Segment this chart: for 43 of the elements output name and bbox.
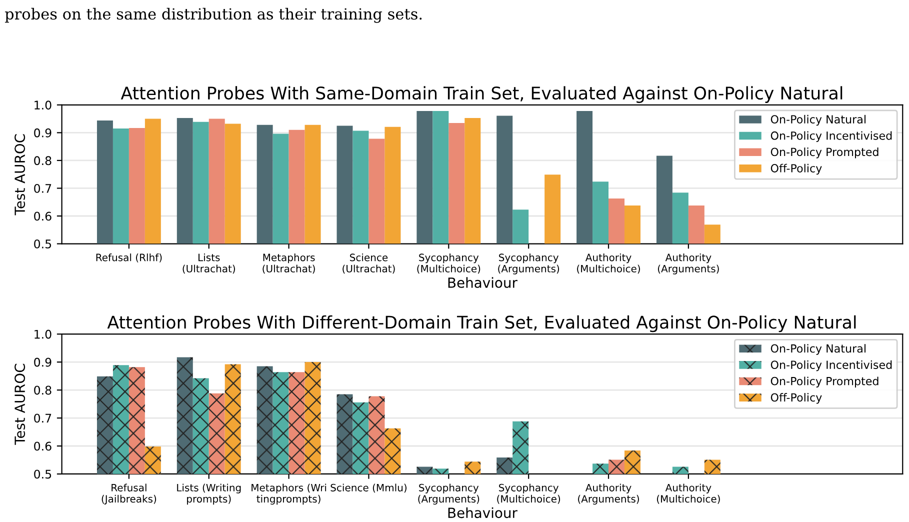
x-tick-label: Science (Mmlu) bbox=[330, 484, 406, 493]
legend-label: Off-Policy bbox=[770, 393, 822, 404]
x-tick-label: Metaphors (Ultrachat) bbox=[262, 253, 315, 274]
y-tick-label: 0.9 bbox=[34, 358, 52, 367]
legend-label: On-Policy Prompted bbox=[770, 148, 878, 158]
legend-label: On-Policy Incentivised bbox=[770, 131, 892, 142]
chart-title: Attention Probes With Different-Domain Train Set, Evaluated Against On-Policy Natural bbox=[107, 315, 856, 332]
x-tick-label: Sycophancy (Multichoice) bbox=[417, 253, 480, 274]
legend-label: On-Policy Natural bbox=[770, 114, 866, 126]
legend-label: On-Policy Prompted bbox=[770, 376, 878, 388]
chart-title: Attention Probes With Same-Domain Train Set, Evaluated Against On-Policy Natural bbox=[120, 86, 842, 103]
x-tick-label: Lists (Writing prompts) bbox=[177, 484, 241, 505]
x-tick-label: Refusal (Rlhf) bbox=[96, 253, 162, 262]
y-tick-label: 0.9 bbox=[34, 128, 52, 138]
y-tick-label: 0.5 bbox=[34, 239, 52, 248]
x-axis-title: Behaviour bbox=[448, 507, 518, 518]
x-tick-label: Authority (Multichoice) bbox=[656, 484, 720, 504]
y-tick-label: 1.0 bbox=[34, 330, 52, 339]
legend-label: On-Policy Incentivised bbox=[770, 360, 892, 372]
x-tick-label: Sycophancy (Arguments) bbox=[418, 484, 480, 505]
legend-label: On-Policy Natural bbox=[770, 344, 866, 355]
y-axis-title: Test AUROC bbox=[14, 364, 26, 445]
x-tick-label: Lists (Ultrachat) bbox=[182, 253, 235, 274]
x-tick-label: Science (Ultrachat) bbox=[342, 253, 395, 274]
legend-label: Off-Policy bbox=[770, 164, 822, 175]
x-tick-label: Refusal (Jailbreaks) bbox=[102, 484, 156, 504]
text: probes on the same distribution as their training sets. bbox=[4, 8, 422, 23]
x-tick-label: Authority (Arguments) bbox=[658, 253, 719, 274]
y-tick-label: 0.6 bbox=[34, 212, 52, 221]
y-tick-label: 0.7 bbox=[34, 414, 52, 423]
y-axis-title: Test AUROC bbox=[14, 134, 26, 216]
y-tick-label: 0.5 bbox=[34, 470, 52, 479]
y-tick-label: 1.0 bbox=[34, 100, 52, 110]
x-tick-label: Metaphors (Wri tingprompts) bbox=[252, 484, 326, 505]
x-tick-label: Authority (Multichoice) bbox=[577, 253, 640, 274]
x-tick-label: Sycophancy (Multichoice) bbox=[497, 484, 560, 504]
y-tick-label: 0.8 bbox=[34, 156, 52, 166]
y-tick-label: 0.7 bbox=[34, 184, 52, 193]
y-tick-label: 0.8 bbox=[34, 386, 52, 395]
x-tick-label: Sycophancy (Arguments) bbox=[498, 253, 560, 274]
y-tick-label: 0.6 bbox=[34, 442, 52, 451]
x-tick-label: Authority (Arguments) bbox=[578, 484, 639, 505]
x-axis-title: Behaviour bbox=[448, 277, 518, 288]
